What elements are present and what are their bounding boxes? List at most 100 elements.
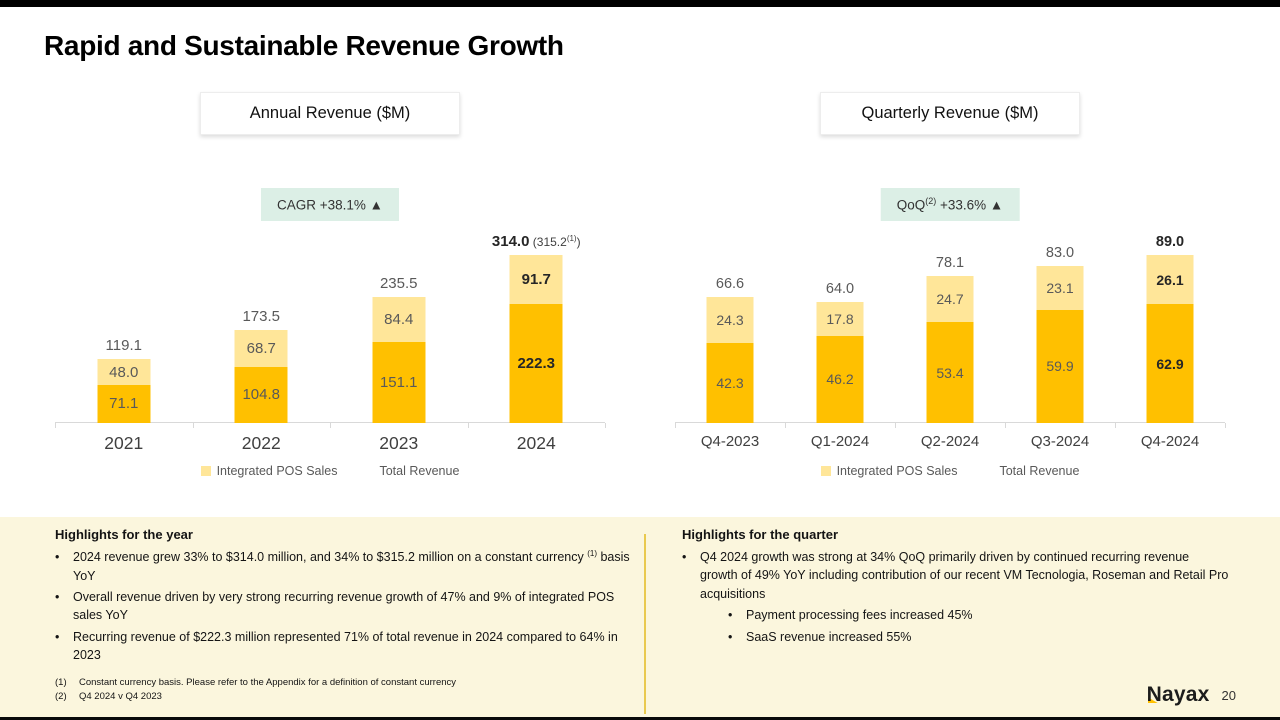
segment-value-label: 24.7 [936,290,964,307]
category-label: Q2-2024 [920,433,980,450]
bar-total-label: 64.0 [825,281,855,298]
top-black-bar [0,0,1280,7]
segment-value-label: 26.1 [1156,271,1184,288]
segment-value-label: 42.3 [716,375,744,392]
axis-tick [1115,423,1116,428]
bar-total-label: 83.0 [1045,245,1075,262]
list-item: • 2024 revenue grew 33% to $314.0 millio… [55,548,633,585]
highlights-quarter-column: Highlights for the quarter • Q4 2024 gro… [682,527,1230,649]
legend-label: Integrated POS Sales [216,464,338,478]
axis-tick [55,423,56,428]
stacked-bar: 23.1 59.9 [1036,266,1084,423]
stacked-bar: 17.8 46.2 [816,302,864,423]
bullet-text: Payment processing fees increased 45% [746,608,973,623]
list-item: • SaaS revenue increased 55% [728,628,1230,646]
legend-swatch-icon [200,466,211,476]
axis-tick [675,423,676,428]
legend-label: Integrated POS Sales [836,464,958,478]
quarterly-category-labels: Q4-2023 Q1-2024 Q2-2024 Q3-2024 Q4-2024 [675,433,1225,457]
category-label: Q1-2024 [810,433,870,450]
bar-total-label: 78.1 [935,254,965,271]
badge-text: +33.6% ▲ [936,197,1004,213]
bar-segment-integrated-pos: 24.3 [706,297,754,344]
bar-segment-base: 222.3 [509,304,563,423]
quarterly-revenue-chart: Quarterly Revenue ($M) QoQ(2) +33.6% ▲ 2… [675,90,1226,485]
bar-segment-integrated-pos: 91.7 [509,255,563,305]
column-divider [644,534,646,714]
footnote-1: (1) Constant currency basis. Please refe… [55,676,456,691]
bullet-text-part: basis YoY [73,550,630,583]
annual-legend: Integrated POS Sales Total Revenue [55,464,605,478]
bar-segment-base: 53.4 [926,322,974,423]
axis-tick [1225,423,1226,428]
bar-segment-base: 151.1 [372,342,426,423]
bullet-text: Overall revenue driven by very strong re… [73,589,615,623]
footnote-ref: (1) [587,549,597,558]
legend-item: Integrated POS Sales [820,464,958,478]
bullet-icon: • [728,629,733,644]
badge-text: CAGR [276,197,316,213]
bullet-icon: • [55,589,60,604]
x-axis-line [55,422,605,423]
segment-value-label: 84.4 [384,311,414,329]
footnote-number: (2) [55,691,67,703]
highlights-year-header: Highlights for the year [55,527,193,542]
badge-text: +38.1% ▲ [315,197,384,213]
bar-total-label: 235.5 [379,275,418,292]
stacked-bar: 91.7 222.3 [509,255,563,423]
bullet-icon: • [728,608,733,623]
annual-chart-title: Annual Revenue ($M) [200,92,460,135]
bar-segment-integrated-pos: 48.0 [97,359,151,385]
list-item: • Overall revenue driven by very strong … [55,588,633,625]
list-item: • Q4 2024 growth was strong at 34% QoQ p… [682,548,1230,603]
bar-segment-base: 71.1 [97,384,151,423]
axis-tick [1005,423,1006,428]
bar-total-label: 314.0 (315.2(1)) [491,233,581,250]
bullet-text: Q4 2024 growth was strong at 34% QoQ pri… [700,550,1229,601]
bar-segment-base: 46.2 [816,335,864,423]
badge-superscript: (2) [925,196,937,206]
legend-item: Total Revenue [379,464,459,478]
list-item: • Recurring revenue of $222.3 million re… [55,628,633,665]
legend-label: Total Revenue [379,464,460,478]
quarterly-legend: Integrated POS Sales Total Revenue [675,464,1225,478]
stacked-bar: 24.3 42.3 [706,297,754,423]
bar-segment-integrated-pos: 26.1 [1146,255,1194,305]
footnote-text: Constant currency basis. Please refer to… [79,676,457,688]
constant-currency-note: (315.2(1)) [529,234,581,249]
category-label: 2024 [516,433,556,453]
stacked-bar: 26.1 62.9 [1146,255,1194,423]
bar-total-label: 119.1 [105,337,142,355]
bar-group: 26.1 62.9 89.0 [1115,230,1225,423]
bar-group: 24.7 53.4 78.1 [895,230,1005,423]
bar-segment-integrated-pos: 17.8 [816,302,864,336]
axis-tick [605,423,606,428]
axis-tick [330,423,331,428]
axis-tick [785,423,786,428]
footnote-text: Q4 2024 v Q4 2023 [79,691,162,703]
category-label: Q4-2023 [700,433,760,450]
highlights-panel: Highlights for the year • 2024 revenue g… [0,517,1280,717]
segment-value-label: 68.7 [246,340,276,358]
category-label: 2023 [379,433,419,453]
cagr-badge: CAGR +38.1% ▲ [260,188,400,221]
annual-plot-area: 48.0 71.1 119.1 68.7 104.8 173.5 84.4 151.1 235.… [55,230,606,428]
category-label: Q3-2024 [1030,433,1090,450]
brand-area: Nayax 20 [1147,683,1236,707]
bar-segment-integrated-pos: 84.4 [372,297,426,343]
stacked-bar: 24.7 53.4 [926,275,974,423]
bullet-text: SaaS revenue increased 55% [746,629,912,644]
segment-value-label: 91.7 [521,271,551,289]
annual-category-labels: 2021 2022 2023 2024 [55,433,605,457]
annual-revenue-chart: Annual Revenue ($M) CAGR +38.1% ▲ 48.0 71… [55,90,606,485]
list-item: • Payment processing fees increased 45% [728,606,1230,624]
segment-value-label: 104.8 [242,386,281,404]
logo-wordmark: Nayax [1146,683,1210,706]
highlights-year-column: Highlights for the year • 2024 revenue g… [55,527,633,667]
bullet-icon: • [682,550,687,564]
segment-value-label: 62.9 [1156,355,1184,372]
bar-segment-base: 59.9 [1036,309,1084,423]
bar-group: 91.7 222.3 314.0 (315.2(1)) [468,230,606,423]
bar-segment-base: 62.9 [1146,304,1194,423]
bullet-icon: • [55,629,60,644]
